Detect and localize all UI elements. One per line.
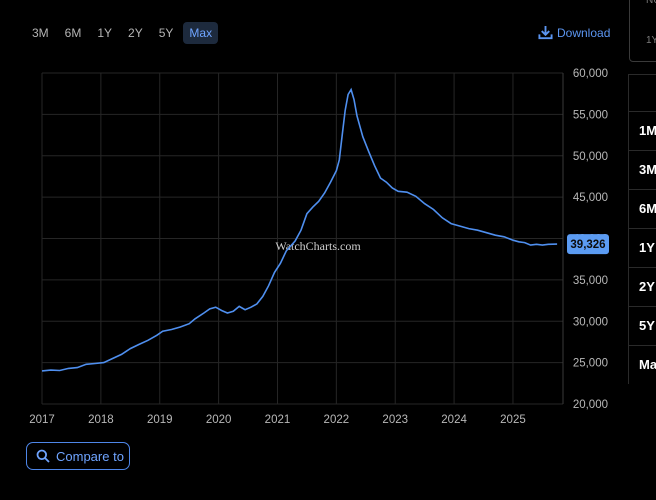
download-icon — [538, 25, 553, 40]
current-price-badge-bg — [567, 234, 609, 255]
performance-row-max: Ma — [628, 345, 656, 384]
range-button-5y[interactable]: 5Y — [158, 26, 174, 40]
y-tick-label: 20,000 — [573, 399, 608, 411]
x-tick-label: 2017 — [29, 414, 55, 426]
performance-row-1m: 1M — [628, 111, 656, 150]
side-box-second-label: 1Y — [646, 35, 656, 46]
chart-watermark: WatchCharts.com — [275, 239, 361, 253]
compare-to-button[interactable]: Compare to — [26, 442, 130, 470]
x-tick-label: 2022 — [324, 414, 350, 426]
current-price-badge: 39,326 — [567, 234, 609, 255]
range-button-1y[interactable]: 1Y — [97, 26, 113, 40]
price-series-line — [41, 87, 558, 372]
performance-row-2y: 2Y — [628, 267, 656, 306]
performance-row-6m: 6M — [628, 189, 656, 228]
x-tick-label: 2025 — [500, 414, 526, 426]
y-tick-label: 30,000 — [573, 316, 608, 328]
x-tick-label: 2021 — [265, 414, 291, 426]
current-price-label: 39,326 — [570, 239, 605, 251]
y-tick-label: 55,000 — [573, 109, 608, 121]
download-label: Download — [557, 25, 611, 40]
y-tick-label: 25,000 — [573, 358, 608, 370]
range-button-2y[interactable]: 2Y — [128, 26, 143, 40]
chart-grid — [41, 72, 564, 405]
side-box-top-label: NU — [646, 0, 656, 6]
performance-row-1y: 1Y — [628, 228, 656, 267]
x-tick-label: 2019 — [147, 414, 173, 426]
y-tick-label: 45,000 — [573, 192, 608, 204]
x-tick-label: 2018 — [88, 414, 114, 426]
range-button-6m[interactable]: 6M — [64, 26, 82, 40]
performance-table: 1M 3M 6M 1Y 2Y 5Y Ma — [628, 74, 656, 384]
y-tick-label: 60,000 — [573, 68, 608, 80]
x-tick-label: 2023 — [382, 414, 408, 426]
compare-to-label: Compare to — [56, 448, 124, 464]
range-button-max[interactable]: Max — [183, 22, 219, 44]
download-button[interactable]: Download — [538, 25, 610, 40]
side-info-box: NU 1Y — [629, 0, 656, 62]
x-tick-label: 2024 — [441, 414, 467, 426]
y-tick-label: 35,000 — [573, 275, 608, 287]
x-tick-label: 2020 — [206, 414, 232, 426]
performance-row-5y: 5Y — [628, 306, 656, 345]
time-range-selector: 3M 6M 1Y 2Y 5Y Max — [26, 22, 219, 44]
y-tick-label: 50,000 — [573, 151, 608, 163]
side-panel: NU 1Y 1M 3M 6M 1Y 2Y 5Y Ma — [628, 0, 656, 500]
range-button-3m[interactable]: 3M — [32, 26, 49, 40]
search-icon — [36, 449, 50, 463]
x-axis-ticks: 2017 2018 2019 2020 2021 2022 2023 2024 2025 — [29, 414, 526, 426]
price-chart: 2017 2018 2019 2020 2021 2022 2023 2024 2025 20,… — [29, 68, 609, 426]
performance-row-3m: 3M — [628, 150, 656, 189]
performance-table-header — [628, 74, 656, 111]
